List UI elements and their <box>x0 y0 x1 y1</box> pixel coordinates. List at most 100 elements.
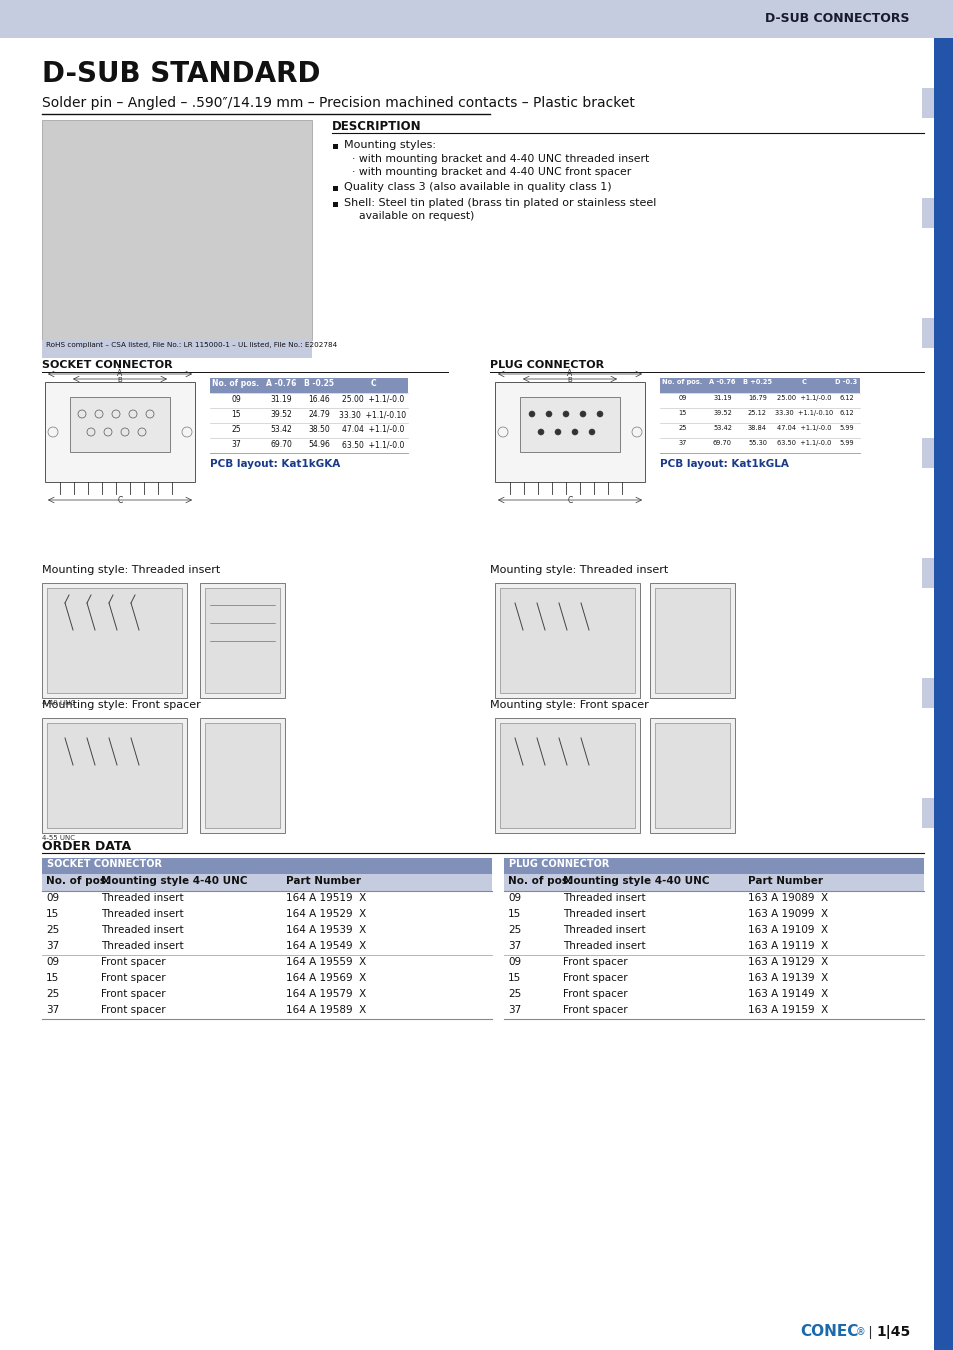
Text: 69.70: 69.70 <box>270 440 292 450</box>
Text: 4-55 UNC: 4-55 UNC <box>42 836 75 841</box>
Text: No. of pos.: No. of pos. <box>661 379 702 385</box>
Text: Shell: Steel tin plated (brass tin plated or stainless steel: Shell: Steel tin plated (brass tin plate… <box>344 198 656 208</box>
Circle shape <box>537 429 543 435</box>
Text: SOCKET CONNECTOR: SOCKET CONNECTOR <box>47 859 162 869</box>
Text: Threaded insert: Threaded insert <box>101 892 183 903</box>
Circle shape <box>597 410 602 417</box>
Bar <box>921 198 933 228</box>
Text: 15: 15 <box>678 410 686 416</box>
Text: available on request): available on request) <box>352 211 474 221</box>
Bar <box>921 437 933 468</box>
Text: Front spacer: Front spacer <box>562 1004 627 1015</box>
Text: SOCKET CONNECTOR: SOCKET CONNECTOR <box>42 360 172 370</box>
Circle shape <box>572 429 578 435</box>
Text: 163 A 19109  X: 163 A 19109 X <box>747 925 827 936</box>
Text: Front spacer: Front spacer <box>101 957 166 967</box>
Text: 25: 25 <box>46 925 59 936</box>
Text: 09: 09 <box>678 396 686 401</box>
Bar <box>205 589 280 693</box>
Text: 164 A 19579  X: 164 A 19579 X <box>286 990 366 999</box>
Text: 63.50  +1.1/-0.0: 63.50 +1.1/-0.0 <box>776 440 830 446</box>
Bar <box>333 144 337 148</box>
Text: 54.96: 54.96 <box>308 440 330 450</box>
Text: RoHS compliant – CSA listed, File No.: LR 115000-1 – UL listed, File No.: E20278: RoHS compliant – CSA listed, File No.: L… <box>46 342 337 348</box>
Text: C: C <box>370 379 375 387</box>
Text: 25: 25 <box>507 990 520 999</box>
Text: 09: 09 <box>46 957 59 967</box>
Text: B +0.25: B +0.25 <box>742 379 771 385</box>
Text: Threaded insert: Threaded insert <box>562 925 645 936</box>
Text: 15: 15 <box>46 973 59 983</box>
Text: 37: 37 <box>46 941 59 950</box>
Text: 38.50: 38.50 <box>308 425 330 433</box>
Text: 16.79: 16.79 <box>747 396 766 401</box>
Text: 47.04  +1.1/-0.0: 47.04 +1.1/-0.0 <box>776 425 830 431</box>
Text: Front spacer: Front spacer <box>101 990 166 999</box>
Text: A -0.76: A -0.76 <box>708 379 735 385</box>
Text: No. of pos.: No. of pos. <box>46 876 110 886</box>
Bar <box>659 378 859 393</box>
Text: 25: 25 <box>507 925 520 936</box>
Text: DESCRIPTION: DESCRIPTION <box>332 120 421 134</box>
Text: 15: 15 <box>507 973 520 983</box>
Text: 163 A 19089  X: 163 A 19089 X <box>747 892 827 903</box>
Text: Threaded insert: Threaded insert <box>562 909 645 919</box>
Text: 16.46: 16.46 <box>308 396 330 404</box>
Text: 6.12: 6.12 <box>839 410 853 416</box>
Text: Mounting style: Threaded insert: Mounting style: Threaded insert <box>42 566 220 575</box>
Bar <box>503 859 923 873</box>
Text: 09: 09 <box>507 957 520 967</box>
Text: 63.50  +1.1/-0.0: 63.50 +1.1/-0.0 <box>341 440 404 450</box>
Text: 164 A 19539  X: 164 A 19539 X <box>286 925 366 936</box>
Bar <box>655 589 729 693</box>
Text: 164 A 19569  X: 164 A 19569 X <box>286 973 366 983</box>
Bar <box>45 382 194 482</box>
Text: CONEC: CONEC <box>800 1324 858 1339</box>
Text: PLUG CONNECTOR: PLUG CONNECTOR <box>509 859 609 869</box>
Text: 25: 25 <box>231 425 240 433</box>
Text: Mounting style 4-40 UNC: Mounting style 4-40 UNC <box>101 876 247 886</box>
Text: 25: 25 <box>46 990 59 999</box>
Text: Threaded insert: Threaded insert <box>101 909 183 919</box>
Text: Mounting style: Front spacer: Mounting style: Front spacer <box>42 701 200 710</box>
Bar <box>495 583 639 698</box>
Circle shape <box>588 429 595 435</box>
Bar <box>499 724 635 828</box>
Text: No. of pos.: No. of pos. <box>213 379 259 387</box>
Text: PCB layout: Kat1kGLA: PCB layout: Kat1kGLA <box>659 459 788 468</box>
Text: B: B <box>117 377 122 383</box>
Text: 25: 25 <box>678 425 686 431</box>
Bar <box>333 202 337 207</box>
Text: 164 A 19549  X: 164 A 19549 X <box>286 941 366 950</box>
Bar <box>42 583 187 698</box>
Bar <box>205 724 280 828</box>
Text: 53.42: 53.42 <box>712 425 731 431</box>
Bar <box>933 38 953 1350</box>
Bar <box>200 718 285 833</box>
Text: 69.70: 69.70 <box>712 440 731 446</box>
Circle shape <box>579 410 585 417</box>
Text: Mounting styles:: Mounting styles: <box>344 140 436 150</box>
Text: 25.00  +1.1/-0.0: 25.00 +1.1/-0.0 <box>776 396 830 401</box>
Text: Front spacer: Front spacer <box>562 957 627 967</box>
Circle shape <box>562 410 568 417</box>
Text: D-SUB CONNECTORS: D-SUB CONNECTORS <box>764 12 909 26</box>
Bar <box>495 382 644 482</box>
Bar <box>42 873 492 891</box>
Bar <box>200 583 285 698</box>
Text: 15: 15 <box>231 410 240 418</box>
Text: 164 A 19589  X: 164 A 19589 X <box>286 1004 366 1015</box>
Text: Front spacer: Front spacer <box>101 1004 166 1015</box>
Text: 39.52: 39.52 <box>712 410 731 416</box>
Bar <box>649 583 734 698</box>
Text: Mounting style: Front spacer: Mounting style: Front spacer <box>490 701 648 710</box>
Bar <box>333 186 337 190</box>
Text: 37: 37 <box>507 1004 520 1015</box>
Bar <box>47 724 182 828</box>
Bar <box>921 558 933 589</box>
Circle shape <box>545 410 552 417</box>
Bar <box>495 718 639 833</box>
Bar <box>0 0 953 38</box>
Text: 09: 09 <box>507 892 520 903</box>
Bar <box>47 589 182 693</box>
